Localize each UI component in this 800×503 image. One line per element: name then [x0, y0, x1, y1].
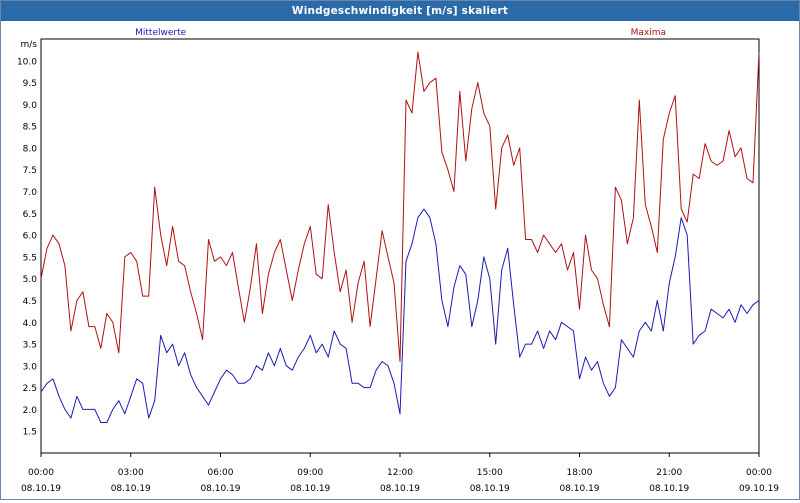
legend-maxima: Maxima [631, 28, 666, 38]
y-tick-label: 9.5 [23, 79, 37, 89]
y-tick-label: 3.5 [23, 341, 37, 351]
legend-mittelwerte: Mittelwerte [135, 28, 186, 38]
y-tick-label: 10.0 [17, 57, 37, 67]
y-tick-label: 5.0 [23, 275, 38, 285]
x-tick-time: 18:00 [567, 468, 593, 478]
x-tick-time: 15:00 [477, 468, 503, 478]
x-tick-date: 08.10.19 [470, 484, 510, 494]
x-tick-time: 00:00 [746, 468, 772, 478]
x-tick-date: 08.10.19 [559, 484, 599, 494]
window-title: Windgeschwindigkeit [m/s] skaliert [1, 1, 799, 21]
y-tick-label: 8.0 [23, 144, 38, 154]
series [40, 51, 760, 423]
axes [40, 38, 760, 457]
y-tick-label: 1.5 [23, 428, 37, 438]
x-tick-date: 08.10.19 [111, 484, 151, 494]
x-tick-time: 00:00 [28, 468, 54, 478]
y-tick-label: 7.5 [23, 166, 37, 176]
x-tick-date: 08.10.19 [380, 484, 420, 494]
chart-area: 1.5 2.0 2.5 3.0 3.5 4.0 4.5 5.0 5.5 6.0 6.5 7.0 7.5 8… [1, 21, 799, 499]
series-line-maxima [40, 51, 760, 362]
y-tick-label: 6.5 [23, 210, 37, 220]
x-tick-date: 09.10.19 [739, 484, 779, 494]
y-tick-label: 6.0 [23, 232, 38, 242]
series-line-mittelwerte [40, 208, 760, 423]
x-tick-date: 08.10.19 [290, 484, 330, 494]
y-tick-label: 8.5 [23, 123, 37, 133]
x-tick-time: 09:00 [297, 468, 323, 478]
y-axis-label: m/s [21, 40, 38, 50]
y-tick-label: 4.5 [23, 297, 37, 307]
y-tick-label: 3.0 [23, 362, 38, 372]
y-tick-label: 7.0 [23, 188, 38, 198]
wind-speed-chart: 1.5 2.0 2.5 3.0 3.5 4.0 4.5 5.0 5.5 6.0 6.5 7.0 7.5 8… [17, 28, 779, 494]
x-tick-date: 08.10.19 [200, 484, 240, 494]
labels: 1.5 2.0 2.5 3.0 3.5 4.0 4.5 5.0 5.5 6.0 6.5 7.0 7.5 8… [17, 28, 779, 494]
x-tick-time: 12:00 [387, 468, 413, 478]
y-tick-label: 4.0 [23, 319, 38, 329]
x-tick-time: 06:00 [208, 468, 234, 478]
x-tick-time: 21:00 [656, 468, 682, 478]
y-tick-label: 2.0 [23, 406, 38, 416]
plot-frame [40, 38, 760, 454]
y-tick-label: 9.0 [23, 101, 38, 111]
x-tick-date: 08.10.19 [21, 484, 61, 494]
y-tick-label: 5.5 [23, 253, 37, 263]
y-tick-label: 2.5 [23, 384, 37, 394]
x-tick-time: 03:00 [118, 468, 144, 478]
x-tick-date: 08.10.19 [649, 484, 689, 494]
